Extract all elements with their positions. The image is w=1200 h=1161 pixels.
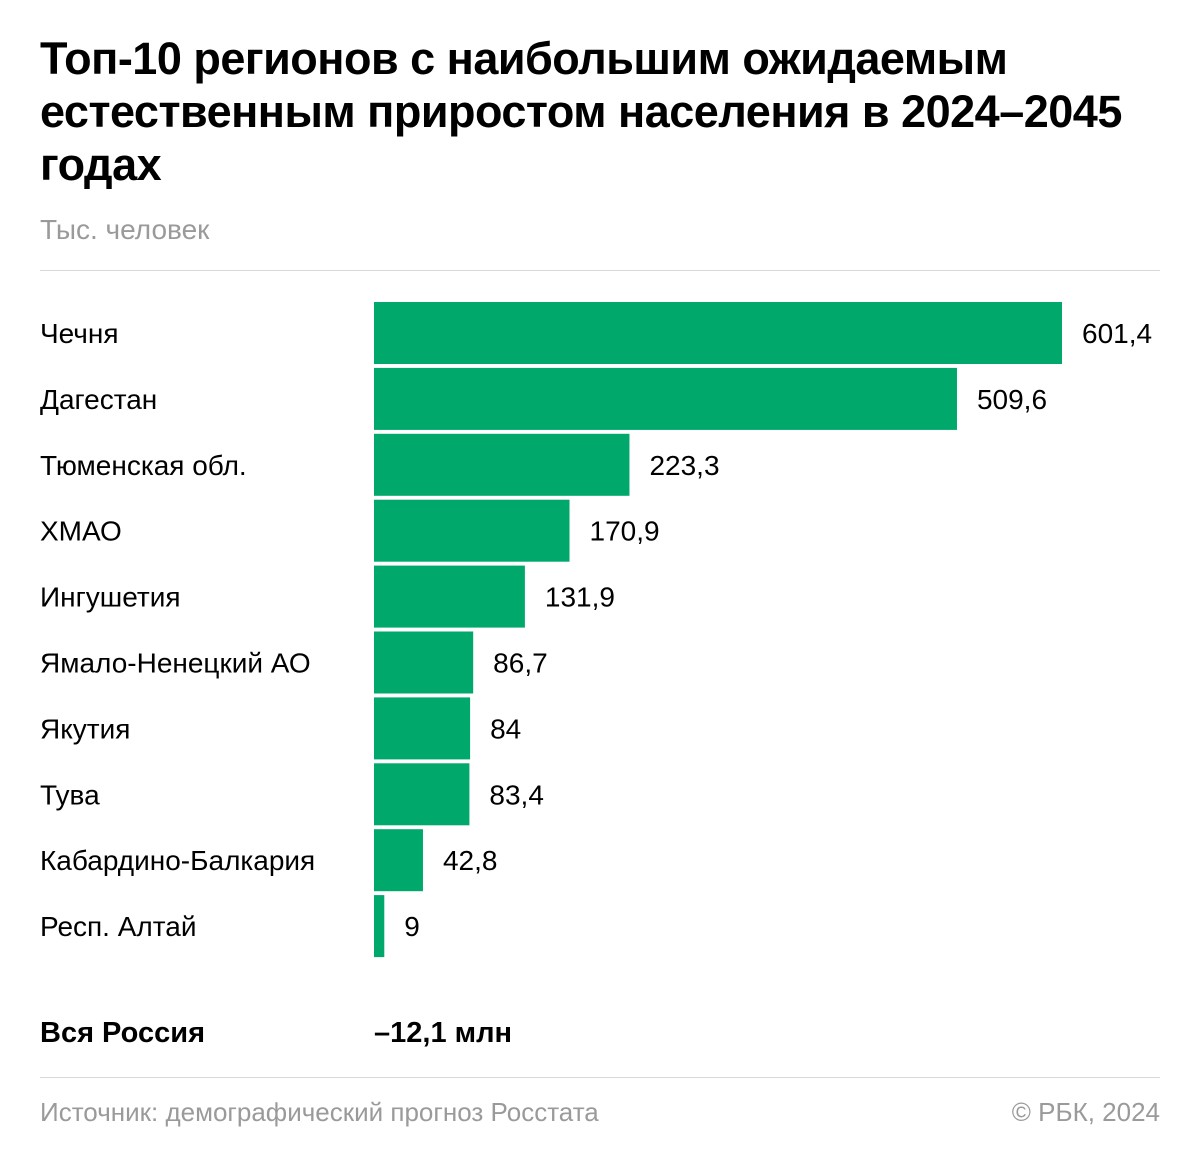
value-label: 42,8 [443, 845, 498, 876]
bar [374, 433, 630, 496]
category-label: Ямало-Ненецкий АО [40, 648, 311, 679]
top-divider [40, 270, 1160, 271]
bar [374, 367, 957, 430]
category-label: Респ. Алтай [40, 911, 196, 942]
bar [374, 565, 525, 628]
bar [374, 697, 471, 760]
chart-subtitle: Тыс. человек [40, 214, 210, 245]
bar [374, 895, 385, 958]
value-label: 86,7 [493, 648, 548, 679]
value-label: 84 [490, 713, 521, 744]
value-label: 601,4 [1082, 318, 1152, 349]
chart-title: Топ-10 регионов с наибольшим ожидаемым е… [40, 33, 1122, 190]
category-label: Ингушетия [40, 582, 181, 613]
category-label: Чечня [40, 318, 119, 349]
total-label: Вся Россия [40, 1017, 206, 1049]
value-label: 170,9 [590, 516, 660, 547]
value-label: 83,4 [489, 779, 544, 810]
bar [374, 302, 1062, 364]
category-label: Тюменская обл. [40, 450, 247, 481]
category-label: ХМАО [40, 516, 122, 547]
category-label: Якутия [40, 713, 130, 744]
category-label: Кабардино-Балкария [40, 845, 315, 876]
bar-chart: Чечня 601,4 Дагестан 509,6 Тюменская обл. 223… [40, 302, 1152, 958]
category-label: Дагестан [40, 384, 157, 415]
total-value: –12,1 млн [374, 1017, 513, 1049]
bar [374, 763, 470, 826]
bottom-divider [40, 1077, 1160, 1078]
value-label: 9 [404, 911, 420, 942]
bar [374, 829, 423, 892]
value-label: 223,3 [649, 450, 719, 481]
value-label: 131,9 [545, 582, 615, 613]
category-label: Тува [40, 779, 100, 810]
value-label: 509,6 [977, 384, 1047, 415]
copyright: © РБК, 2024 [1011, 1097, 1160, 1127]
bar [374, 499, 570, 562]
bar [374, 631, 474, 694]
source-note: Источник: демографический прогноз Росста… [40, 1097, 599, 1127]
